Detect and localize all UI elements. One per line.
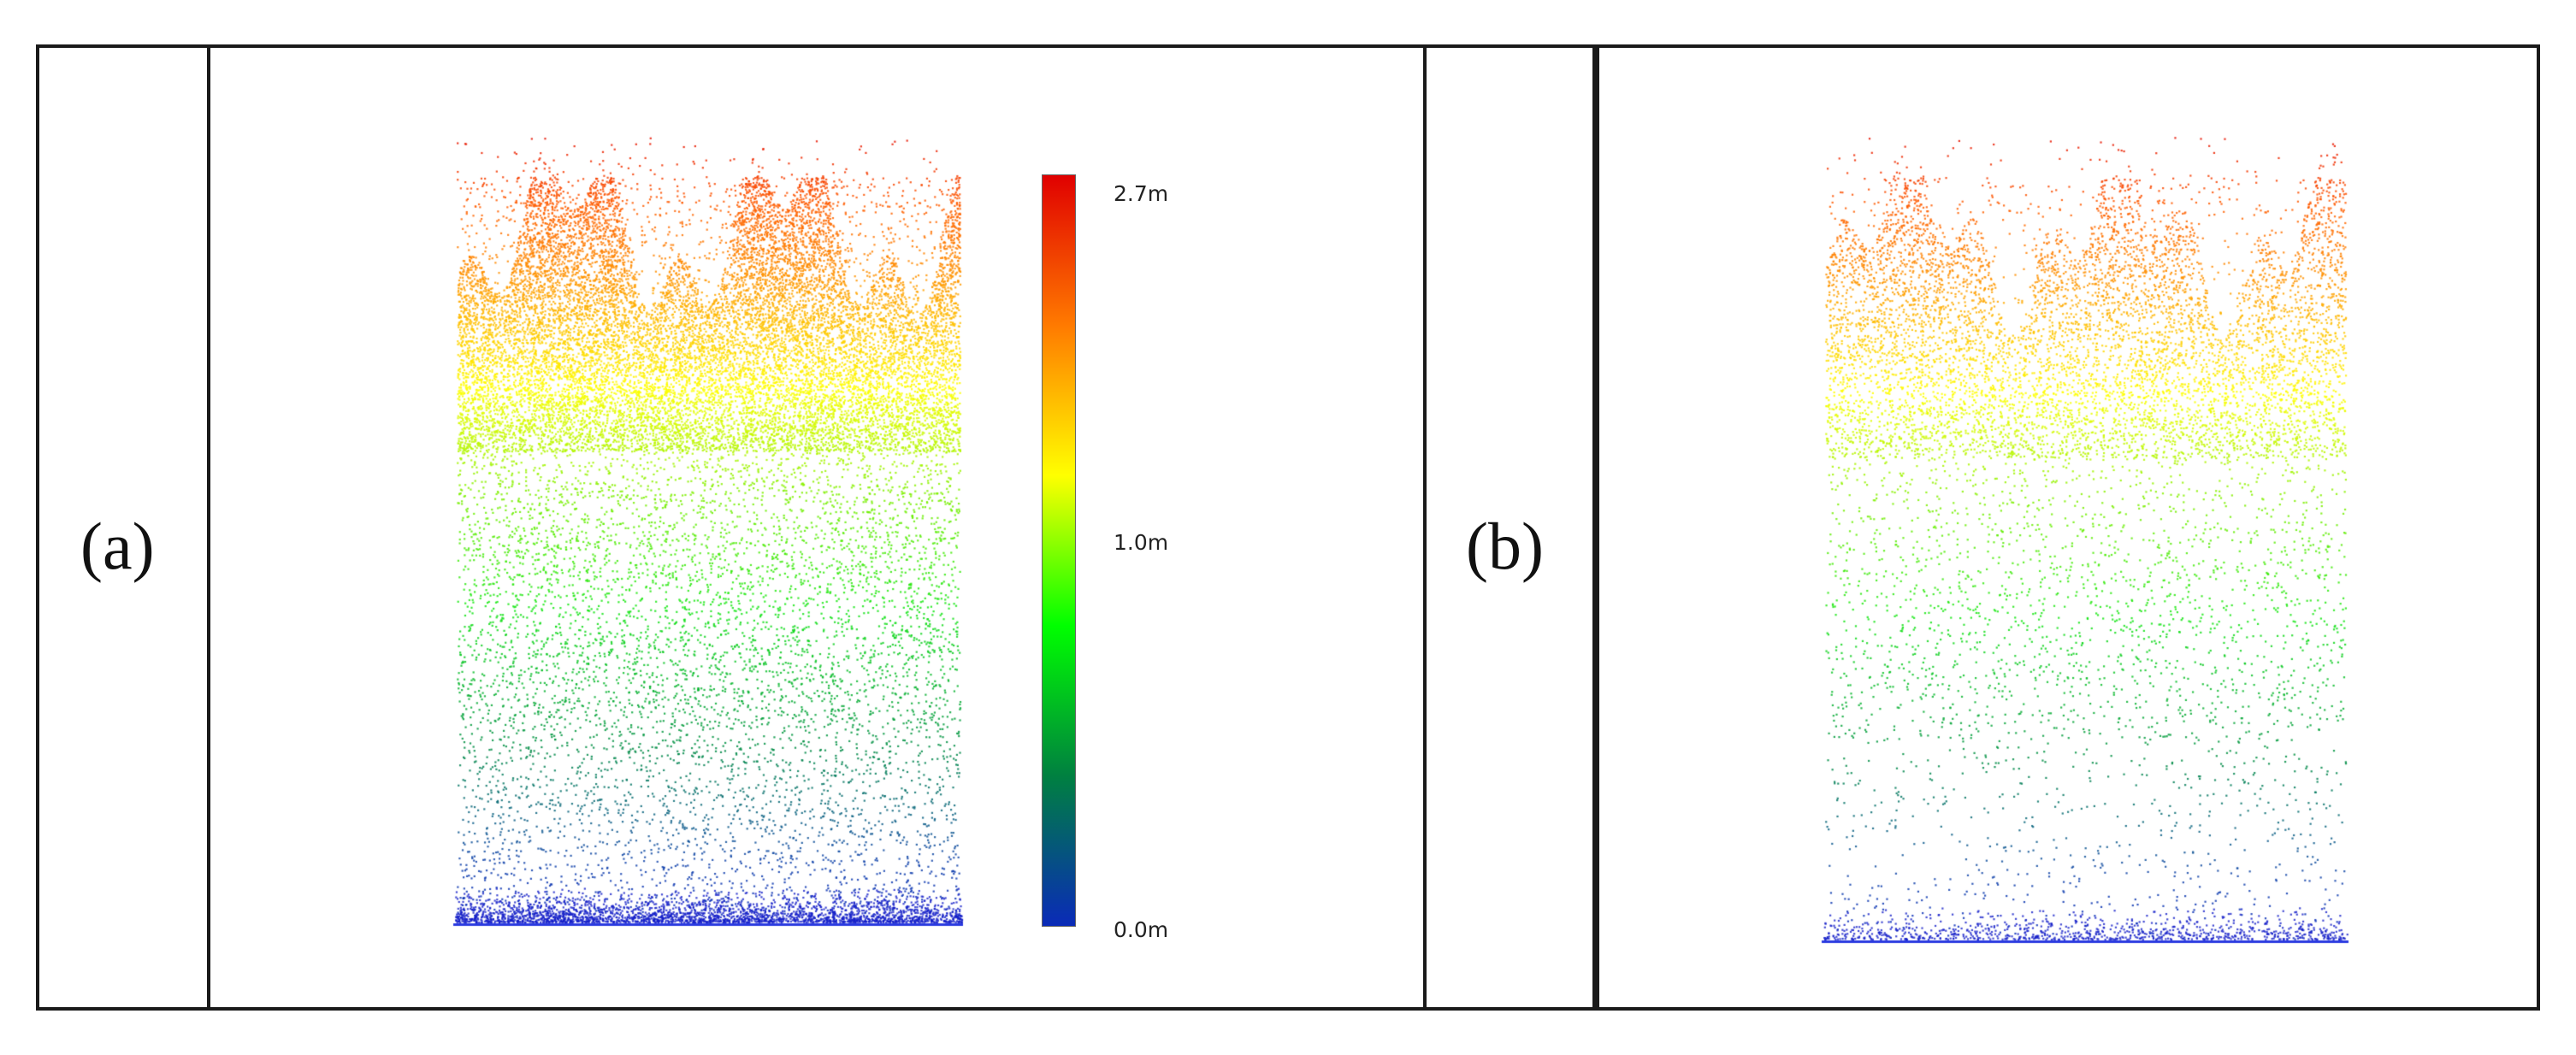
height-colorbar — [1042, 174, 1076, 927]
panel-a-label-divider — [207, 44, 210, 1011]
panel-b-label-divider — [1423, 44, 1427, 1011]
colorbar-min-label: 0.0m — [1114, 917, 1169, 942]
panel-a-label: (a) — [80, 509, 155, 583]
panel-b-label: (b) — [1466, 509, 1544, 583]
point-cloud-a — [452, 128, 965, 932]
point-cloud-b — [1820, 128, 2350, 949]
colorbar-mid-label: 1.0m — [1114, 530, 1169, 555]
colorbar-max-label: 2.7m — [1114, 181, 1169, 206]
